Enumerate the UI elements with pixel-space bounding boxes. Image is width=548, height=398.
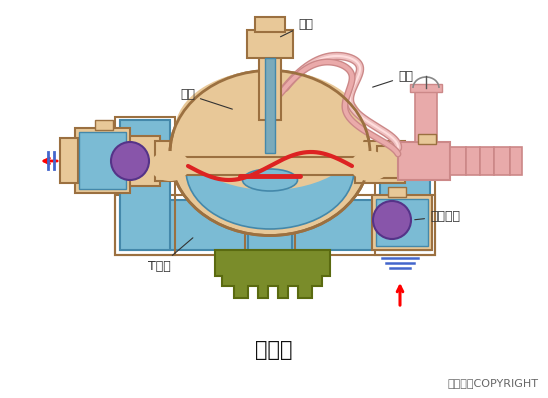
- Ellipse shape: [186, 111, 354, 229]
- Ellipse shape: [170, 70, 370, 236]
- Bar: [255, 17, 285, 32]
- Text: 气缸: 气缸: [281, 18, 313, 37]
- Circle shape: [111, 142, 149, 180]
- Bar: [388, 187, 406, 197]
- Bar: [170, 157, 370, 175]
- Bar: [115, 117, 175, 255]
- Bar: [60, 138, 78, 183]
- Bar: [380, 150, 430, 250]
- Bar: [377, 146, 402, 178]
- Bar: [120, 200, 430, 250]
- Bar: [372, 195, 432, 250]
- Bar: [75, 128, 130, 193]
- Bar: [375, 147, 435, 255]
- Bar: [79, 132, 126, 189]
- Polygon shape: [215, 250, 330, 298]
- Bar: [376, 199, 428, 246]
- Bar: [466, 147, 480, 175]
- Bar: [120, 120, 170, 250]
- Bar: [265, 58, 275, 153]
- Bar: [245, 170, 295, 255]
- Bar: [247, 30, 293, 58]
- Bar: [155, 141, 180, 181]
- Bar: [398, 142, 450, 180]
- Text: 东方仿真COPYRIGHT: 东方仿真COPYRIGHT: [447, 378, 538, 388]
- Ellipse shape: [243, 169, 298, 191]
- Ellipse shape: [150, 151, 190, 181]
- Text: 隔膜泵: 隔膜泵: [255, 340, 293, 360]
- Bar: [248, 170, 292, 250]
- Ellipse shape: [350, 151, 390, 181]
- Bar: [130, 136, 160, 186]
- Bar: [480, 147, 494, 175]
- Bar: [259, 50, 281, 120]
- Bar: [450, 147, 466, 175]
- Ellipse shape: [175, 70, 365, 190]
- Text: 单向球阀: 单向球阀: [415, 210, 460, 223]
- Text: 隔膜: 隔膜: [373, 70, 413, 87]
- Text: 泵体: 泵体: [180, 88, 232, 109]
- Bar: [415, 90, 437, 142]
- Bar: [355, 141, 405, 183]
- Bar: [418, 134, 436, 144]
- Bar: [494, 147, 510, 175]
- Bar: [410, 84, 442, 92]
- Bar: [510, 147, 522, 175]
- Text: T型管: T型管: [148, 238, 193, 273]
- Bar: [95, 120, 113, 130]
- Bar: [115, 195, 435, 255]
- Circle shape: [373, 201, 411, 239]
